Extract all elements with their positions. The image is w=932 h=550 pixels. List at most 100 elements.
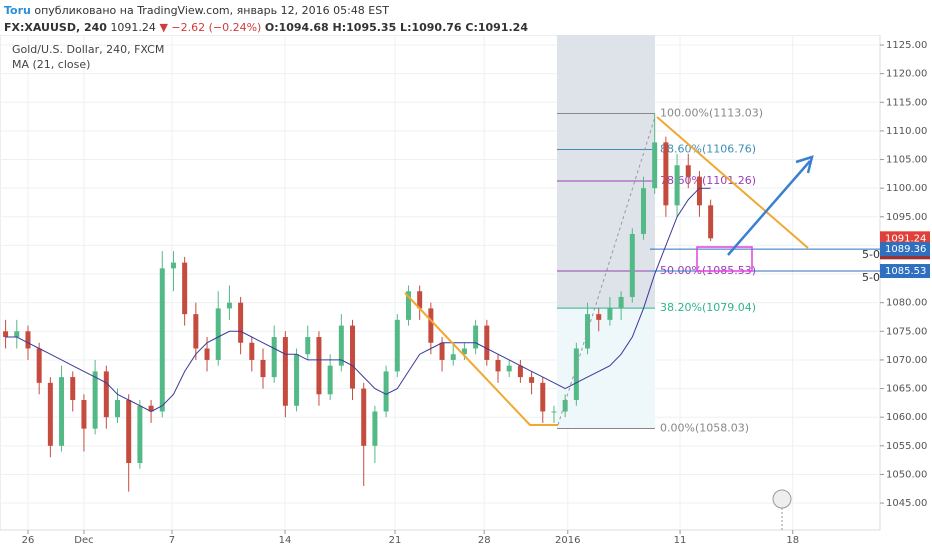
candle-body [81,400,87,429]
candle-body [59,377,65,446]
trend-drawing [404,292,558,426]
candle-body [193,314,199,349]
candle-body [495,359,501,372]
fib-zone [557,35,655,309]
price-badge [880,242,930,257]
candle-body [294,354,300,406]
candle-body [383,371,389,412]
published: опубликовано на TradingView.com, январь … [34,4,389,17]
y-tick-label: 1115.00 [886,97,927,108]
y-tick-label: 1110.00 [886,126,927,137]
candle-body [182,262,188,315]
y-tick-label: 1065.00 [886,384,927,395]
y-tick-label: 1125.00 [886,40,927,51]
candle-body [417,291,423,309]
fib-zone [557,308,655,429]
candle-body [226,302,232,309]
candle-body [271,337,277,378]
target-box [696,246,753,272]
candle-body [439,342,445,360]
candle-body [640,188,646,234]
ma-label: MA (21, close) [12,58,90,71]
candle-body [170,262,176,269]
candle-body [260,359,266,378]
plot-frame [0,35,881,531]
y-tick-label: 1070.00 [886,355,927,366]
candle-body [249,342,255,360]
price-badge-label: 1085.53 [885,266,926,277]
candle-body [361,388,367,446]
price-badge [880,264,930,279]
candle-body [663,142,669,206]
y-tick-label: 1100.00 [886,183,927,194]
candle-body [70,377,76,401]
candle-body [629,233,635,297]
candle-body [652,142,658,189]
candle-body [47,382,53,446]
candle-body [551,411,557,413]
candle-body [607,308,613,320]
candle-body [473,325,479,349]
candle-body [618,296,624,309]
candle-body [517,365,523,378]
header-line: FX:XAUUSD, 240 1091.24 ▼ −2.62 (−0.24%) … [4,19,528,36]
trend-drawing [656,116,809,249]
candle-body [238,302,244,343]
y-tick-label: 1050.00 [886,469,927,480]
x-tick-label: 18 [786,535,799,546]
candle-body [204,348,210,360]
candle-body [405,291,411,320]
x-tick-label: Dec [74,535,93,546]
x-tick-label: 28 [478,535,491,546]
candle-body [696,176,702,206]
candle-body [506,365,512,372]
candle-body [338,325,344,366]
x-tick-label: 21 [389,535,402,546]
y-tick-label: 1120.00 [886,69,927,80]
y-tick-label: 1105.00 [886,155,927,166]
author[interactable]: Toru [4,4,31,17]
x-tick-label: 2016 [555,535,580,546]
candle-body [394,319,400,372]
candle-body [159,268,165,412]
fib-label: 38.20%(1079.04) [660,301,756,314]
y-tick-label: 1095.00 [886,212,927,223]
change: ▼ −2.62 (−0.24%) [159,21,262,34]
candle-body [596,314,602,320]
candle-body [282,337,288,406]
annotation: 5-0 [862,248,880,261]
arrow-head [795,155,814,174]
arrow [727,160,811,256]
fib-label: 88.60%(1106.76) [660,142,756,155]
header: Toru опубликовано на TradingView.com, ян… [4,2,528,36]
price-badge [880,231,930,246]
fib-label: 78.60%(1101.26) [660,174,756,187]
candle-body [562,400,568,412]
y-tick-label: 1060.00 [886,412,927,423]
header-line: Toru опубликовано на TradingView.com, ян… [4,2,528,19]
candle-body [350,325,356,389]
fib-label: 100.00%(1113.03) [660,107,763,120]
fib-label: 0.00%(1058.03) [660,421,749,434]
chart: 100.00%(1113.03) 88.60%(1106.76) 78.60%(11… [0,35,930,546]
candle-body [674,165,680,206]
candle-body [573,348,579,401]
y-tick-label: 1075.00 [886,326,927,337]
candle-body [540,382,546,412]
candle-body [428,308,434,343]
candle-body [484,325,490,360]
candle-body [215,308,221,360]
candle-body [92,371,98,429]
candle-body [137,405,143,464]
candle-body [115,400,121,418]
candle-body [708,205,714,239]
candle-body [450,354,456,360]
candle-body [372,411,378,446]
x-tick-label: 11 [674,535,687,546]
candle-body [685,165,691,177]
event-flag[interactable] [772,489,792,509]
x-tick-label: 14 [279,535,292,546]
symbol: FX:XAUUSD, 240 [4,21,107,34]
y-tick-label: 1045.00 [886,498,927,509]
